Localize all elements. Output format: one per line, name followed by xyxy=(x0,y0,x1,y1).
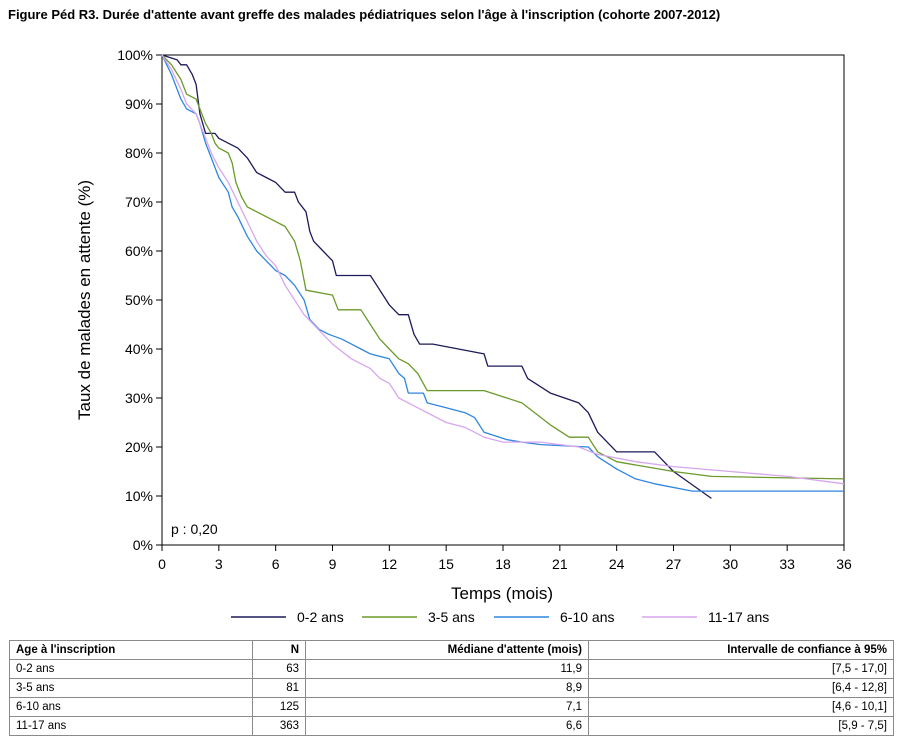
x-tick-label: 12 xyxy=(382,556,398,572)
y-axis: 0% 10% 20% 30% 40% 50% 60% 70% 80% 90% 100% xyxy=(117,47,162,553)
header-median: Médiane d'attente (mois) xyxy=(305,640,589,660)
series-line-3-5-ans xyxy=(161,54,845,480)
table-row: 11-17 ans 363 6,6 [5,9 - 7,5] xyxy=(9,716,894,736)
y-tick-label: 10% xyxy=(125,488,153,504)
x-tick-label: 3 xyxy=(215,556,223,572)
x-tick-label: 9 xyxy=(329,556,337,572)
header-n: N xyxy=(252,640,306,660)
header-ci: Intervalle de confiance à 95% xyxy=(588,640,894,660)
cell-ci: [7,5 - 17,0] xyxy=(588,659,894,679)
legend-label: 11-17 ans xyxy=(708,609,769,625)
y-tick-label: 100% xyxy=(117,47,153,63)
cell-n: 63 xyxy=(252,659,306,679)
x-tick-label: 27 xyxy=(666,556,682,572)
y-axis-title: Taux de malades en attente (%) xyxy=(75,180,94,420)
cell-n: 81 xyxy=(252,678,306,698)
y-tick-label: 70% xyxy=(125,194,153,210)
series-line-6-10-ans xyxy=(161,54,844,492)
cell-ci: [5,9 - 7,5] xyxy=(588,716,894,736)
cell-age: 6-10 ans xyxy=(9,697,253,717)
y-tick-label: 30% xyxy=(125,390,153,406)
x-axis-title: Temps (mois) xyxy=(451,584,553,603)
cell-median: 8,9 xyxy=(305,678,589,698)
series-lines xyxy=(161,54,845,499)
cell-median: 11,9 xyxy=(305,659,589,679)
cell-ci: [6,4 - 12,8] xyxy=(588,678,894,698)
cell-median: 7,1 xyxy=(305,697,589,717)
table-row: 3-5 ans 81 8,9 [6,4 - 12,8] xyxy=(9,678,894,698)
x-tick-label: 0 xyxy=(158,556,166,572)
cell-median: 6,6 xyxy=(305,716,589,736)
x-tick-label: 24 xyxy=(609,556,625,572)
y-tick-label: 60% xyxy=(125,243,153,259)
plot-frame xyxy=(161,54,845,546)
y-tick-label: 40% xyxy=(125,341,153,357)
cell-age: 0-2 ans xyxy=(9,659,253,679)
waiting-time-table: Age à l'inscription N Médiane d'attente … xyxy=(9,640,894,736)
cell-age: 3-5 ans xyxy=(9,678,253,698)
y-tick-label: 90% xyxy=(125,96,153,112)
series-line-11-17-ans xyxy=(161,54,845,485)
y-tick-label: 80% xyxy=(125,145,153,161)
x-tick-label: 21 xyxy=(552,556,568,572)
y-tick-label: 20% xyxy=(125,439,153,455)
cell-age: 11-17 ans xyxy=(9,716,253,736)
x-tick-label: 18 xyxy=(495,556,511,572)
y-tick-label: 50% xyxy=(125,292,153,308)
legend: 0-2 ans 3-5 ans 6-10 ans 11-17 ans xyxy=(231,609,769,625)
cell-n: 363 xyxy=(252,716,306,736)
legend-label: 6-10 ans xyxy=(560,609,614,625)
figure-title: Figure Péd R3. Durée d'attente avant gre… xyxy=(8,7,721,22)
y-tick-label: 0% xyxy=(133,537,153,553)
p-value-annotation: p : 0,20 xyxy=(171,521,218,537)
header-age: Age à l'inscription xyxy=(9,640,253,660)
table-header-row: Age à l'inscription N Médiane d'attente … xyxy=(9,640,894,660)
cell-n: 125 xyxy=(252,697,306,717)
x-tick-label: 30 xyxy=(723,556,739,572)
legend-label: 0-2 ans xyxy=(297,609,344,625)
series-line-0-2-ans xyxy=(161,54,712,499)
legend-label: 3-5 ans xyxy=(428,609,475,625)
x-tick-label: 6 xyxy=(272,556,280,572)
plot-border xyxy=(161,54,845,546)
x-tick-label: 36 xyxy=(836,556,852,572)
table-row: 6-10 ans 125 7,1 [4,6 - 10,1] xyxy=(9,697,894,717)
x-tick-label: 33 xyxy=(779,556,795,572)
x-axis: 0 3 6 9 12 15 18 21 24 27 30 33 36 xyxy=(158,545,852,572)
x-tick-label: 15 xyxy=(438,556,454,572)
survival-chart: 0 3 6 9 12 15 18 21 24 27 30 33 36 0%10%20%30%40%50%… xyxy=(75,47,852,625)
table-row: 0-2 ans 63 11,9 [7,5 - 17,0] xyxy=(9,659,894,679)
cell-ci: [4,6 - 10,1] xyxy=(588,697,894,717)
